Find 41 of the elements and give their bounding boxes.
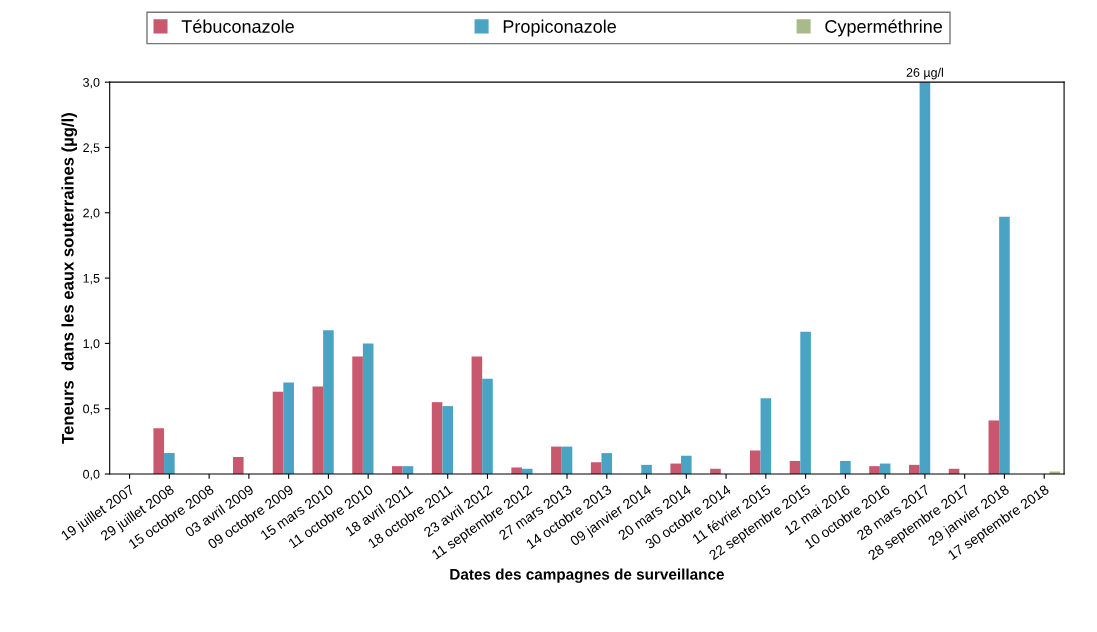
bar [760, 398, 772, 474]
bar [352, 356, 363, 474]
bar [323, 330, 334, 474]
x-axis-title: Dates des campagnes de surveillance [450, 568, 724, 583]
y-tick-label: 1,0 [83, 339, 100, 350]
bar [312, 386, 324, 474]
bar [283, 382, 294, 474]
bar [164, 453, 175, 474]
bar [511, 467, 522, 474]
bar [749, 450, 761, 474]
bar [800, 331, 811, 474]
bar [392, 466, 403, 474]
bar [442, 406, 454, 474]
bar [999, 216, 1010, 474]
y-tick-label: 0,5 [83, 404, 100, 415]
bar [681, 455, 692, 474]
bar [988, 420, 1000, 474]
bar [153, 428, 165, 474]
y-tick-label: 2,5 [83, 143, 100, 154]
bar [232, 457, 244, 474]
bar [869, 466, 880, 474]
y-tick-label: 1,5 [83, 274, 100, 285]
bar [919, 82, 931, 474]
y-tick-label: 0,0 [83, 469, 100, 481]
bar [431, 402, 443, 474]
bar [909, 464, 920, 474]
y-tick-label: 2,0 [83, 208, 100, 219]
y-axis-title: Teneurs dans les eaux souterraines (µg/l) [61, 113, 78, 444]
legend-label: Cyperméthrine [825, 19, 943, 37]
bar [272, 391, 284, 474]
legend-label: Propiconazole [503, 19, 616, 37]
y-tick-label: 3,0 [83, 77, 100, 89]
legend-label: Tébuconazole [181, 19, 294, 33]
bar [482, 378, 493, 474]
bar [362, 343, 374, 474]
bar [601, 453, 613, 474]
bar [641, 464, 652, 474]
annotation: 26 µg/l [906, 67, 943, 80]
bar [840, 460, 851, 474]
bar [471, 356, 483, 474]
bar [551, 446, 562, 474]
